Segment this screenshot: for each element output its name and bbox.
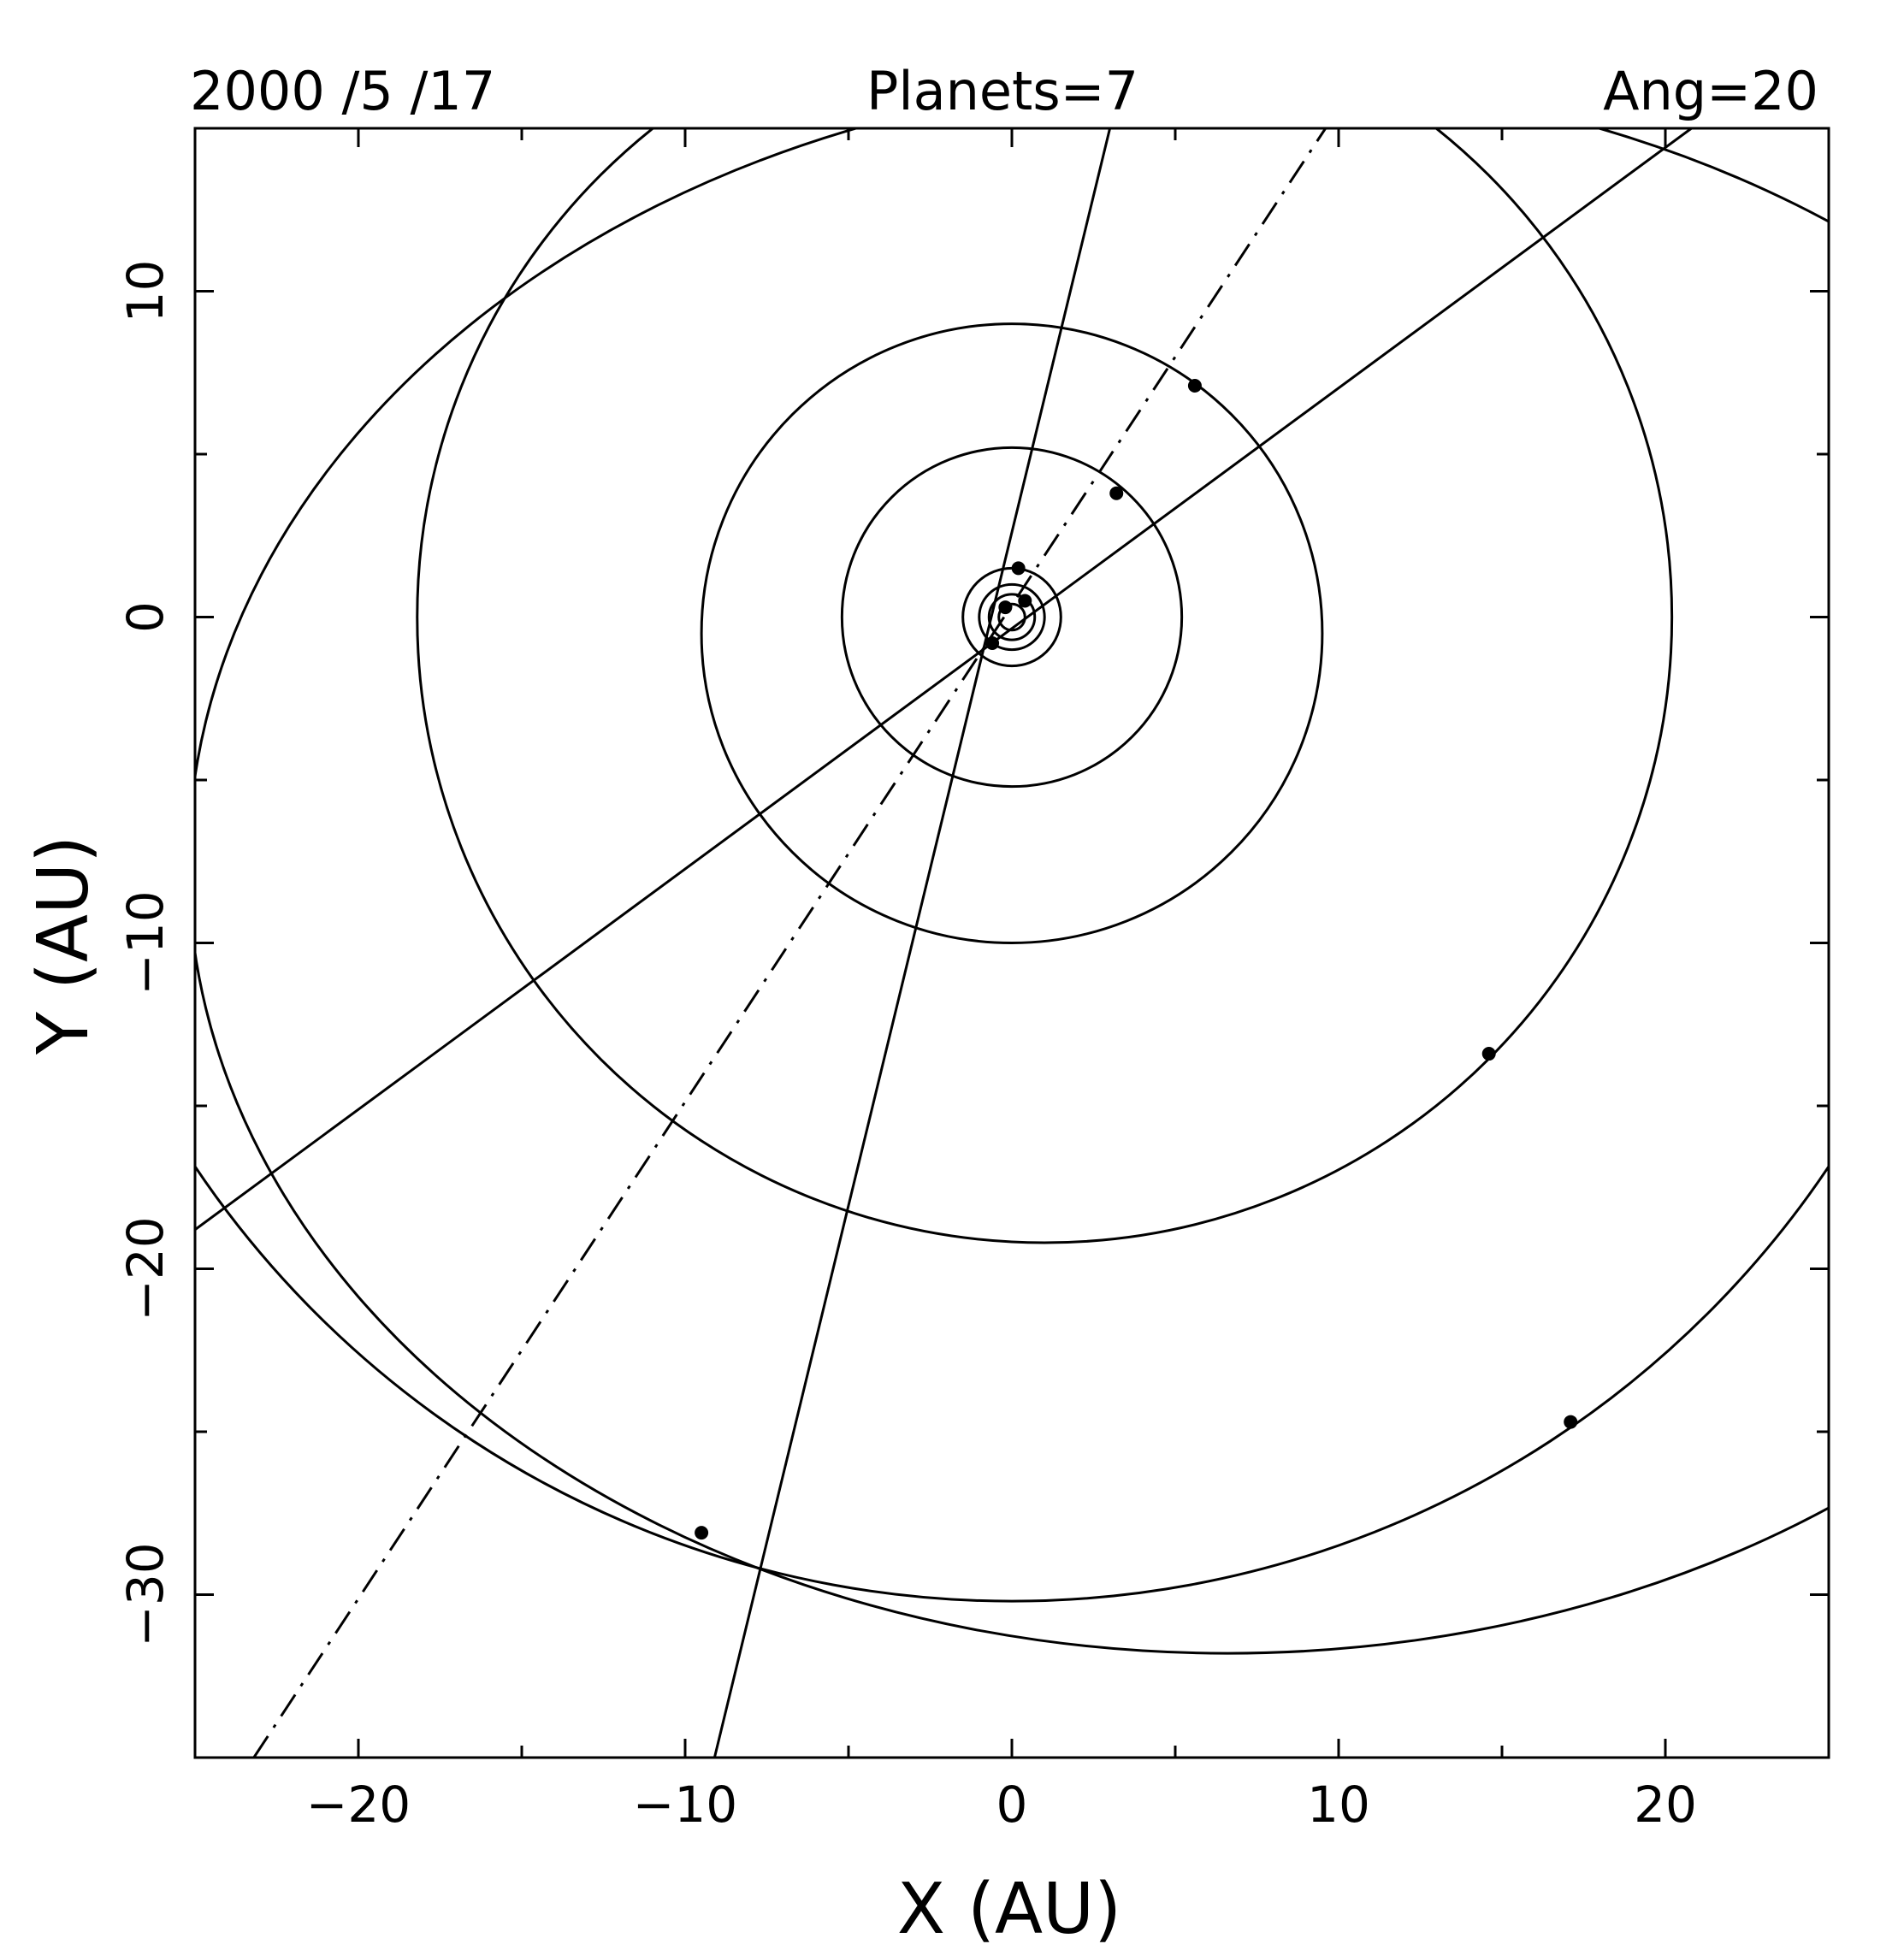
solid-line-1 [713,128,1112,1758]
planet-point-4 [1011,561,1026,576]
angle-label: Ang=20 [1603,60,1818,122]
planet-point-1 [1018,594,1032,608]
plot-area [195,128,1829,1758]
x-tick-label: 10 [1307,1776,1370,1834]
orbit-6 [700,322,1324,944]
orbit-9 [195,128,1829,1655]
solid-line-2 [195,128,1693,1231]
planet-point-8 [1564,1415,1578,1429]
orbit-1 [997,602,1026,632]
planet-point-9 [695,1526,709,1540]
planet-point-5 [1109,486,1124,500]
x-tick-label: −10 [633,1776,737,1834]
x-tick-label: 20 [1634,1776,1697,1834]
planet-point-6 [1187,378,1202,393]
orbit-7 [416,128,1673,1244]
axis-ticks [193,127,1830,1759]
y-tick-label: 0 [116,601,174,633]
x-tick-label: −20 [306,1776,411,1834]
x-tick-label: 0 [996,1776,1028,1834]
y-tick-label: −10 [116,890,174,995]
orbit-3 [978,582,1046,652]
planet-point-2 [998,600,1013,615]
orbit-4 [961,566,1062,668]
orbit-2 [987,593,1037,641]
tick-labels: −20 −10 0 10 20 −30 −20 −10 0 10 [116,260,1697,1834]
y-tick-label: −20 [116,1216,174,1321]
y-tick-label: 10 [116,260,174,323]
planet-point-7 [1481,1047,1496,1061]
orbit-5 [840,446,1184,789]
dashdot-line-3 [252,128,1327,1758]
planets-count-label: Planets=7 [866,60,1138,122]
plot-frame [193,127,1830,1759]
y-tick-label: −30 [116,1542,174,1646]
date-label: 2000 /5 /17 [190,60,495,122]
y-axis-title: Y (AU) [23,836,104,1055]
planet-point-3 [985,635,1000,650]
orbit-8 [195,1163,1829,1603]
x-axis-title: X (AU) [897,1869,1121,1950]
